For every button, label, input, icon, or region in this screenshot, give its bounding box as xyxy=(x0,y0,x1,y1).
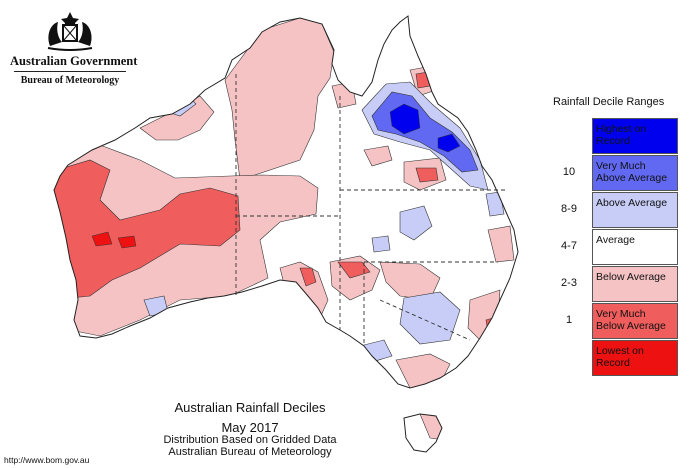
legend-label: Very Much Below Average xyxy=(596,308,666,332)
government-name: Australian Government xyxy=(10,54,138,68)
legend-decile-number: 2-3 xyxy=(561,277,577,289)
legend-label: Above Average xyxy=(596,197,668,209)
legend-decile-number: 1 xyxy=(565,314,573,326)
legend-label: Very Much Above Average xyxy=(596,160,668,184)
legend-decile-number: 4-7 xyxy=(561,240,577,252)
legend-swatch: Highest on Record xyxy=(592,118,678,154)
website-link[interactable]: http://www.bom.gov.au xyxy=(4,455,90,465)
bureau-name: Bureau of Meteorology xyxy=(20,75,120,86)
legend-swatch: Very Much Below Average xyxy=(592,303,678,339)
coat-of-arms-icon xyxy=(47,12,93,51)
state-borders xyxy=(235,74,508,346)
map-period: May 2017 xyxy=(221,420,279,435)
map-method: Distribution Based on Gridded Data xyxy=(163,434,337,446)
legend-swatch: Below Average xyxy=(592,266,678,302)
logo-divider xyxy=(14,71,126,72)
map-source: Australian Bureau of Meteorology xyxy=(168,446,332,458)
map-title: Australian Rainfall Deciles xyxy=(174,400,326,415)
legend-label: Below Average xyxy=(596,271,666,283)
legend-swatch: Very Much Above Average xyxy=(592,155,678,191)
legend-title: Rainfall Decile Ranges xyxy=(553,96,665,108)
legend-label: Lowest on Record xyxy=(596,345,644,369)
government-logo: Australian Government Bureau of Meteorol… xyxy=(10,8,138,87)
legend-swatch: Above Average xyxy=(592,192,678,228)
legend-label: Highest on Record xyxy=(596,123,647,147)
legend-label: Average xyxy=(596,234,635,246)
legend-decile-number: 8-9 xyxy=(561,203,577,215)
decile-regions xyxy=(54,17,515,388)
legend-decile-number: 10 xyxy=(562,166,576,178)
legend-swatch: Average xyxy=(592,229,678,265)
legend-swatch: Lowest on Record xyxy=(592,340,678,376)
australia-rainfall-map xyxy=(53,15,519,453)
